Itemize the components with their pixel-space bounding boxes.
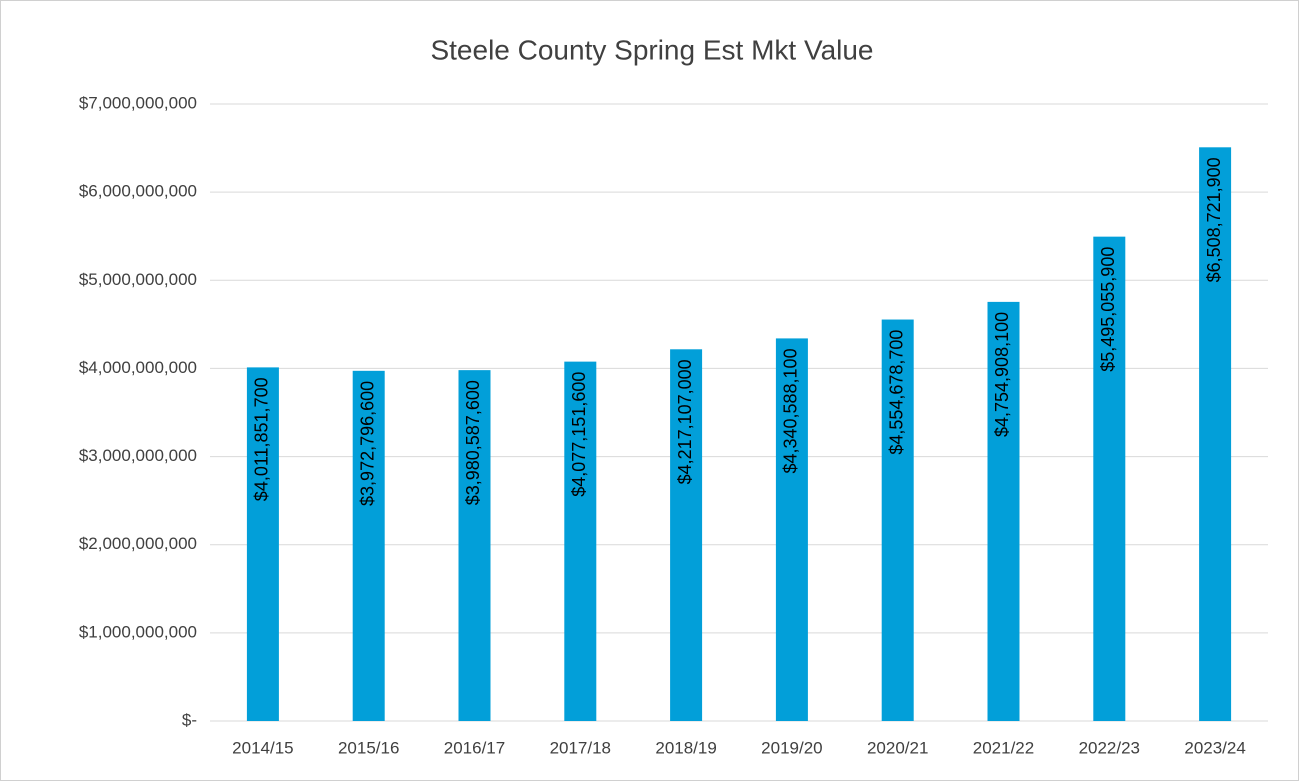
bar: [458, 370, 491, 721]
data-label: $4,554,678,700: [886, 330, 906, 455]
bar: [1093, 236, 1126, 721]
data-label: $3,972,796,600: [357, 381, 377, 506]
y-tick-label: $4,000,000,000: [79, 358, 197, 377]
data-label: $6,508,721,900: [1204, 157, 1224, 282]
x-tick-label: 2022/23: [1079, 738, 1140, 757]
data-label: $4,217,107,000: [675, 359, 695, 484]
bar: [670, 349, 703, 721]
chart-title: Steele County Spring Est Mkt Value: [430, 34, 873, 65]
y-tick-label: $7,000,000,000: [79, 93, 197, 112]
y-tick-label: $6,000,000,000: [79, 182, 197, 201]
x-tick-label: 2020/21: [867, 738, 928, 757]
x-tick-label: 2021/22: [973, 738, 1034, 757]
y-tick-label: $5,000,000,000: [79, 270, 197, 289]
bar: [352, 370, 385, 721]
x-tick-label: 2016/17: [444, 738, 505, 757]
x-tick-label: 2019/20: [761, 738, 822, 757]
data-label: $3,980,587,600: [463, 380, 483, 505]
y-tick-label: $3,000,000,000: [79, 446, 197, 465]
data-label: $4,077,151,600: [569, 372, 589, 497]
data-label: $4,011,851,700: [252, 377, 272, 501]
bar: [246, 367, 279, 721]
x-tick-label: 2014/15: [232, 738, 293, 757]
bar: [564, 361, 597, 721]
y-tick-label: $2,000,000,000: [79, 534, 197, 553]
data-label: $5,495,055,900: [1098, 247, 1118, 372]
y-tick-label: $1,000,000,000: [79, 622, 197, 641]
x-tick-label: 2023/24: [1184, 738, 1245, 757]
y-tick-label: $-: [182, 710, 197, 729]
bar: [987, 301, 1020, 721]
x-tick-label: 2015/16: [338, 738, 399, 757]
x-tick-label: 2017/18: [550, 738, 611, 757]
bar: [881, 319, 914, 721]
bar: [775, 338, 808, 721]
x-tick-label: 2018/19: [655, 738, 716, 757]
data-label: $4,340,588,100: [781, 348, 801, 473]
bar: [1199, 147, 1232, 721]
data-label: $4,754,908,100: [992, 312, 1012, 437]
